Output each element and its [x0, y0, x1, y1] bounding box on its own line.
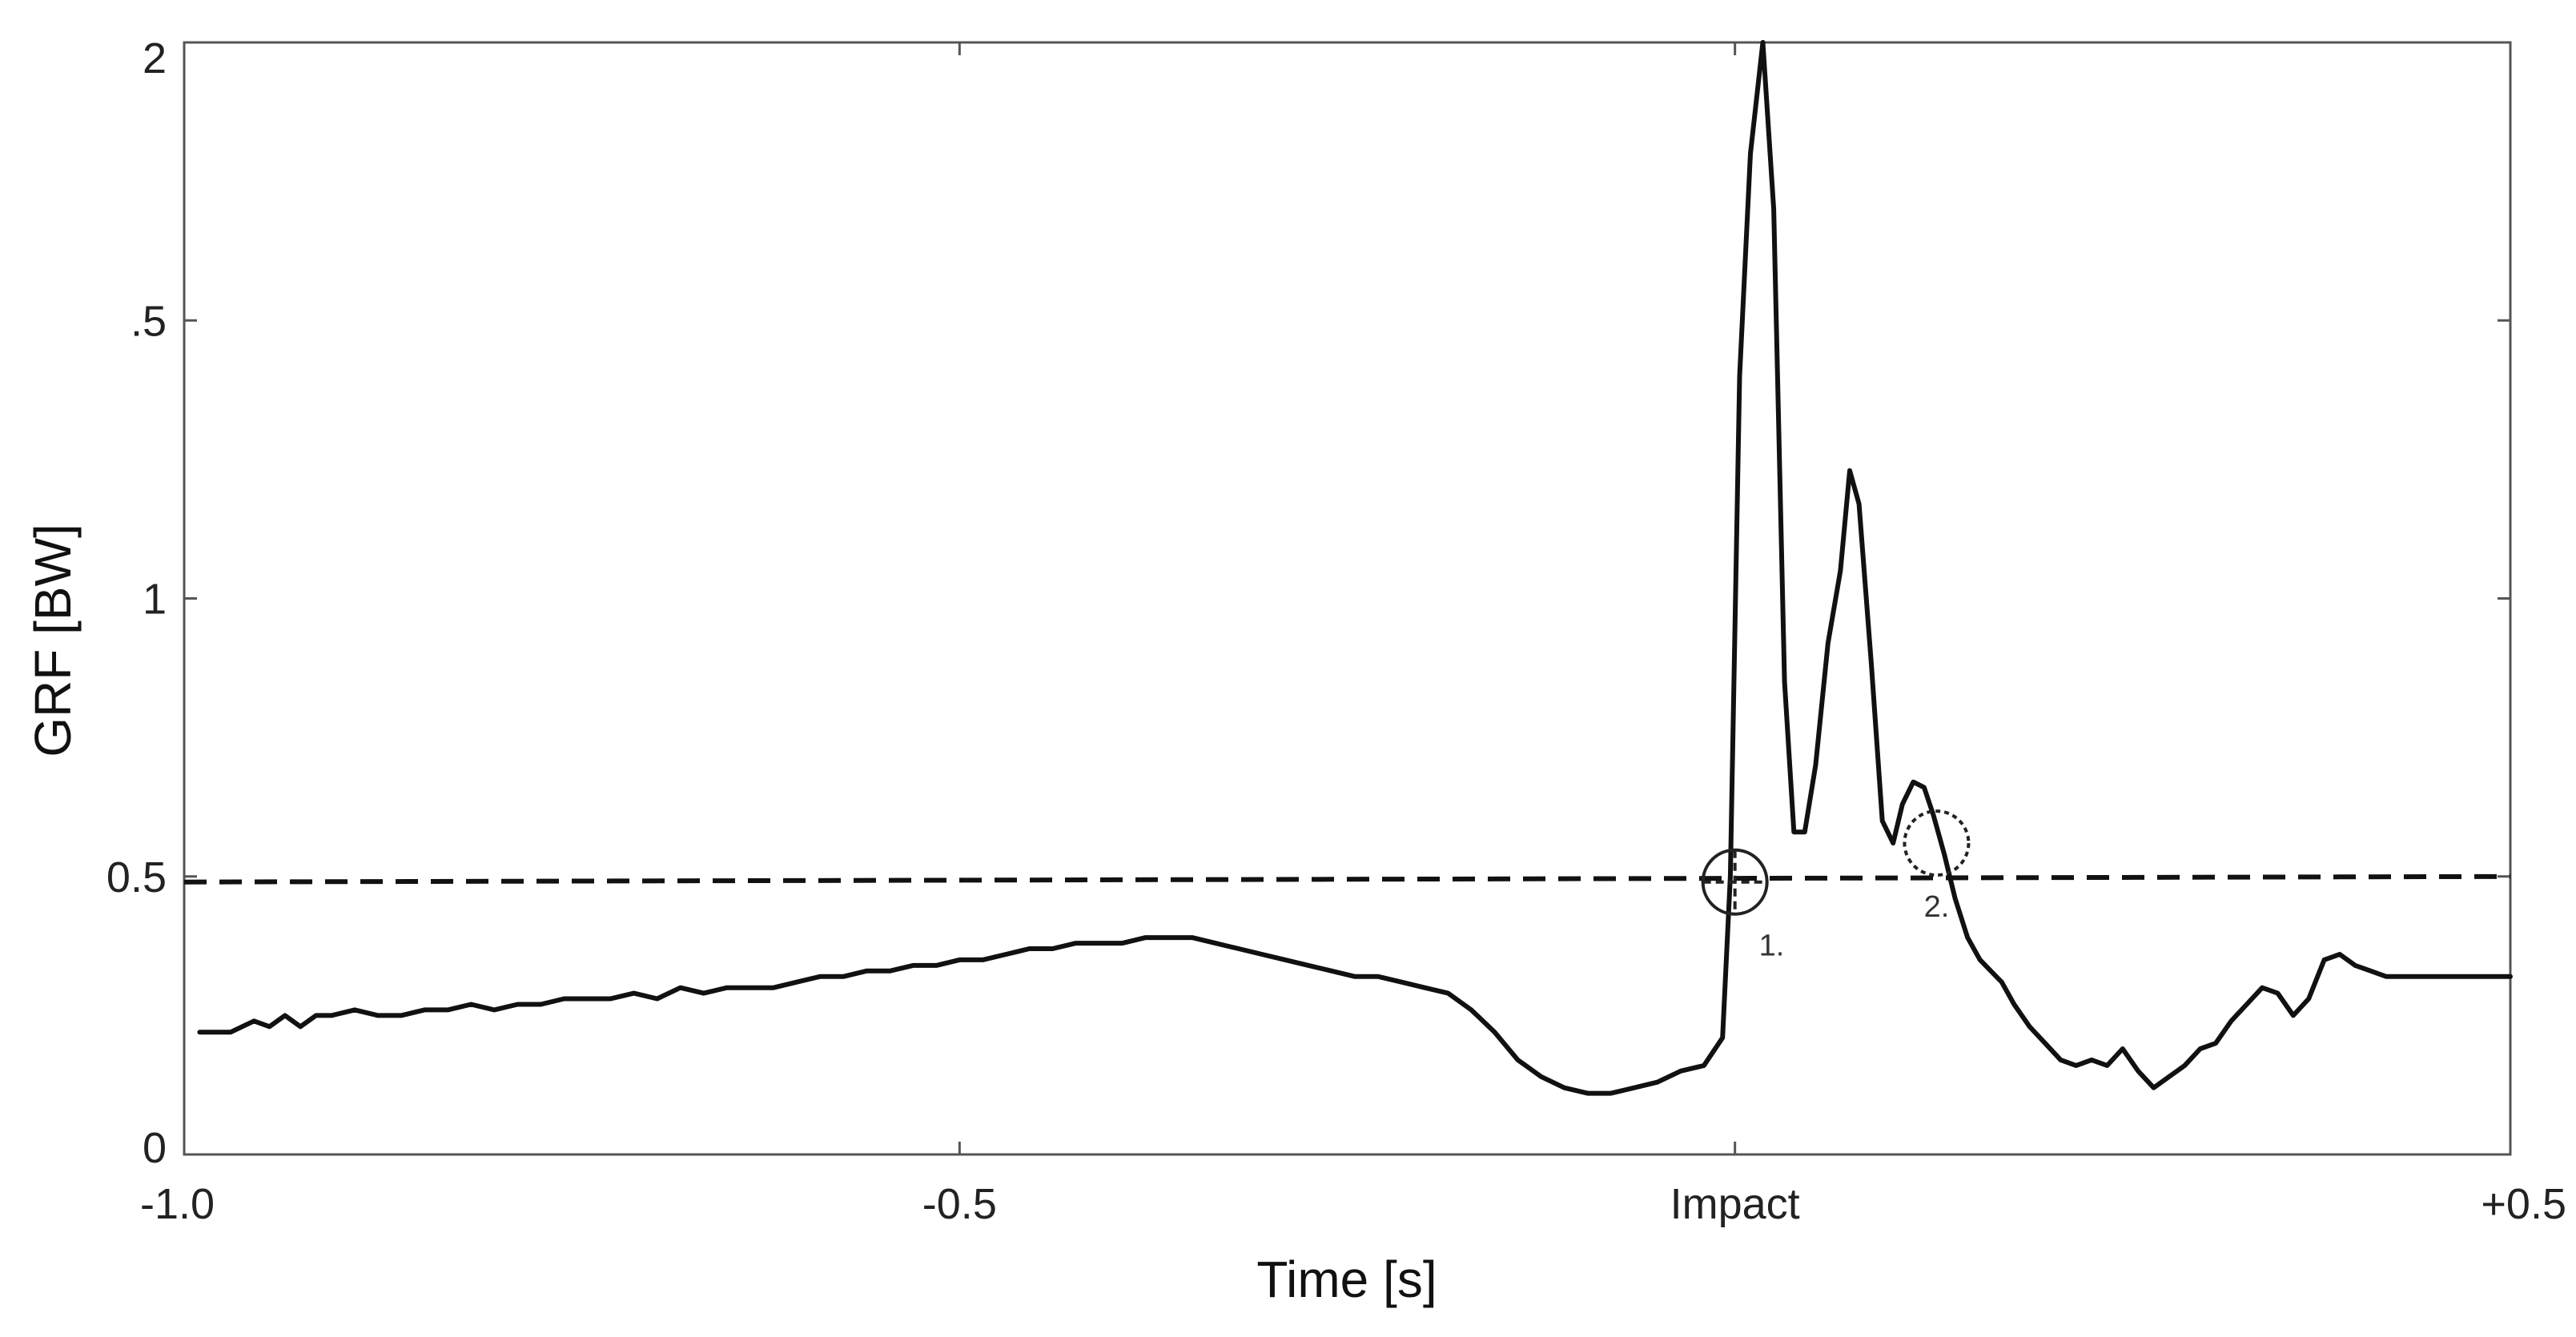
threshold-dashed-line	[183, 873, 2511, 885]
annotation-circle-dotted	[1903, 809, 1971, 877]
x-tick-label: -0.5	[922, 1180, 997, 1228]
y-axis-title: GRF [BW]	[24, 524, 82, 757]
y-tick-label: 2	[143, 34, 167, 82]
y-tick-label: 1	[143, 576, 167, 624]
x-tick-label: -1.0	[140, 1180, 215, 1228]
y-tick-label: 0.5	[106, 853, 167, 901]
annotation-layer: 1. 2.	[1701, 809, 1971, 963]
annotation-marker-2: 2.	[1903, 809, 1971, 924]
tick-layer: -1.0 -0.5 Impact +0.5 0 0.5 1 .5 2	[106, 34, 2566, 1228]
y-tick-label: .5	[131, 297, 167, 345]
grf-series-line	[197, 40, 2513, 1096]
series-layer	[183, 40, 2513, 1096]
axis-labels: Time [s] GRF [BW]	[24, 524, 1437, 1308]
annotation-label: 2.	[1924, 890, 1950, 924]
annotation-marker-1: 1.	[1701, 848, 1785, 963]
y-tick-label: 0	[143, 1124, 167, 1172]
x-axis-title: Time [s]	[1256, 1251, 1437, 1308]
x-tick-label: +0.5	[2481, 1180, 2566, 1228]
annotation-label: 1.	[1759, 929, 1785, 963]
plot-area-frame	[183, 41, 2512, 1156]
x-tick-label: Impact	[1670, 1180, 1800, 1228]
